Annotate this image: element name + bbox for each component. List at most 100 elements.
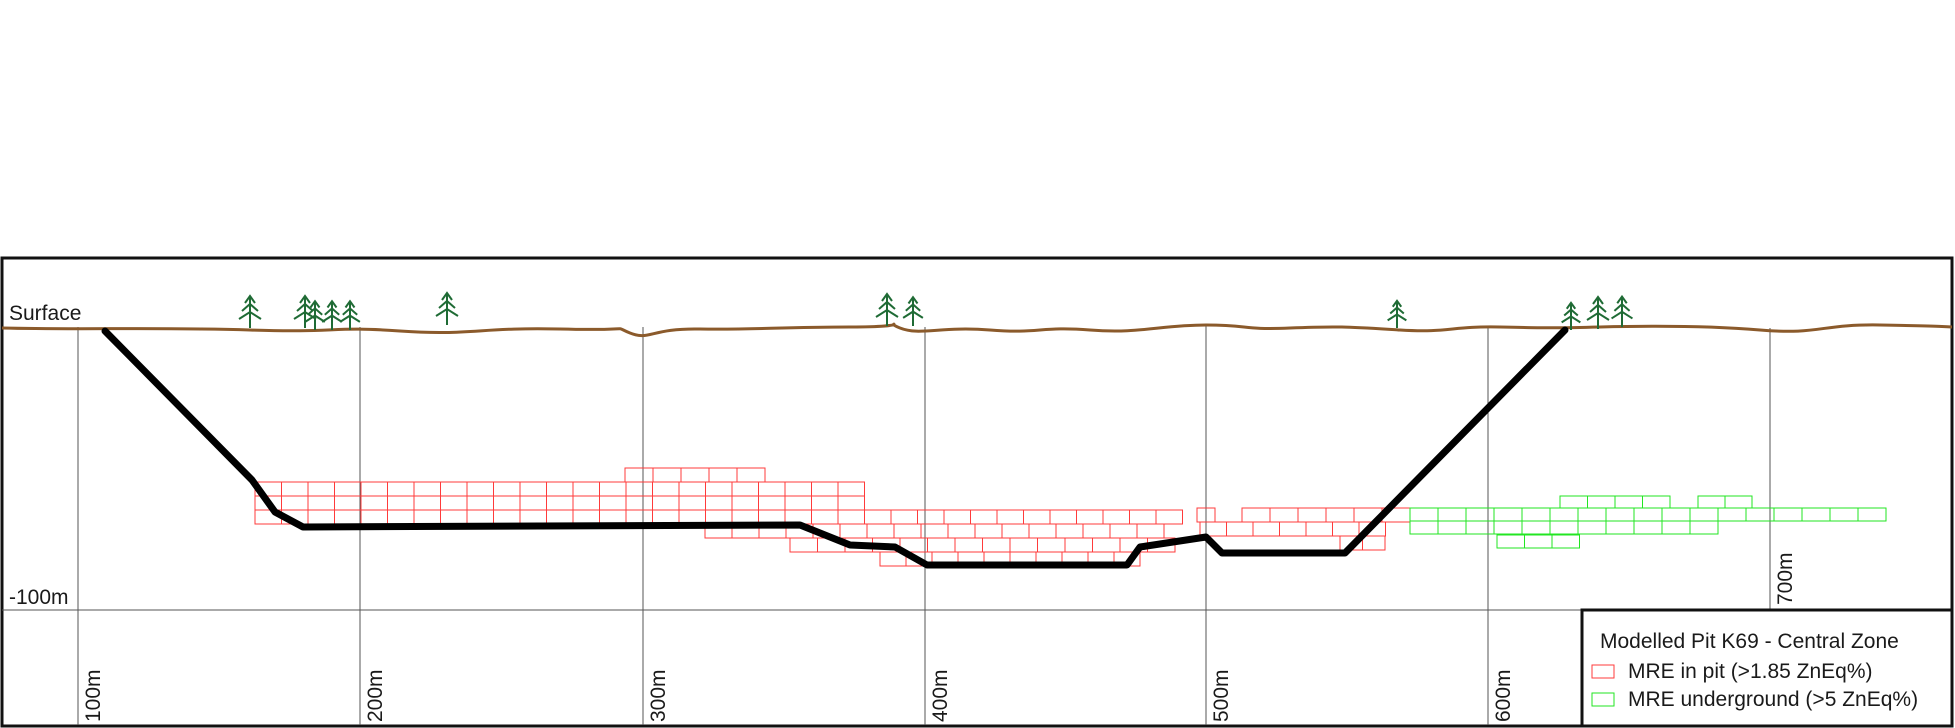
- mre-block: [625, 509, 653, 525]
- mre-block: [784, 495, 812, 511]
- tree-icon: [435, 291, 459, 325]
- tree-icon: [1611, 294, 1633, 327]
- mre-block: [599, 509, 627, 525]
- mre-block: [387, 509, 415, 525]
- mre-block: [334, 481, 362, 497]
- mre-block: [1028, 523, 1057, 539]
- mre-block: [917, 509, 945, 525]
- distance-label-600m: 600m: [1492, 669, 1515, 722]
- mre-block: [1689, 507, 1719, 522]
- mre-block: [1605, 507, 1635, 522]
- mre-block: [784, 481, 812, 497]
- mre-block: [1549, 520, 1579, 535]
- mre-block: [625, 495, 653, 511]
- mre-block: [758, 495, 786, 511]
- mre-block: [1076, 509, 1104, 525]
- mre-block: [652, 509, 680, 525]
- mre-block: [466, 481, 494, 497]
- mre-block: [1437, 520, 1467, 535]
- mre-block: [1724, 495, 1753, 509]
- mre-block: [1661, 520, 1691, 535]
- mre-block: [708, 467, 738, 483]
- mre-block: [1409, 507, 1439, 522]
- mre-block: [893, 523, 922, 539]
- tree-icon: [293, 294, 317, 328]
- depth-label: -100m: [9, 586, 69, 609]
- mre-block: [866, 523, 895, 539]
- mre-block: [1136, 523, 1165, 539]
- mre-block: [736, 467, 766, 483]
- mre-block: [1437, 507, 1467, 522]
- mre-block: [1521, 507, 1551, 522]
- mre-block: [1082, 523, 1111, 539]
- surface-line: [1, 322, 1953, 338]
- distance-label-500m: 500m: [1210, 669, 1233, 722]
- mre-block: [307, 509, 335, 525]
- mre-block: [625, 481, 653, 497]
- legend-swatch-underground: [1591, 692, 1615, 707]
- distance-label-300m: 300m: [647, 669, 670, 722]
- mre-block: [1801, 507, 1831, 522]
- tree-icon: [339, 299, 361, 330]
- mre-block: [572, 481, 600, 497]
- mre-block: [1697, 495, 1726, 509]
- mre-block: [1092, 537, 1121, 553]
- mre-block: [1773, 507, 1803, 522]
- mre-block: [1109, 523, 1138, 539]
- mre-block: [466, 509, 494, 525]
- pit-outline: [101, 326, 1569, 569]
- mre-block: [1633, 520, 1663, 535]
- legend-title: Modelled Pit K69 - Central Zone: [1600, 630, 1899, 653]
- mre-block: [996, 509, 1024, 525]
- mre-block: [758, 481, 786, 497]
- mre-block: [1857, 507, 1887, 522]
- mre-block: [837, 495, 865, 511]
- section-frame: [0, 256, 1954, 728]
- mre-block: [1642, 495, 1671, 509]
- mre-block: [307, 495, 335, 511]
- mre-block: [811, 481, 839, 497]
- mre-block: [387, 495, 415, 511]
- mre-block: [1521, 520, 1551, 535]
- mre-block: [1279, 521, 1307, 537]
- mre-block: [1332, 521, 1360, 537]
- tree-icon: [1586, 295, 1610, 329]
- trees: [238, 291, 1633, 330]
- mre-block: [1305, 521, 1333, 537]
- mre-block: [307, 481, 335, 497]
- mre-block: [1614, 495, 1643, 509]
- mre-block: [947, 523, 976, 539]
- mre-block: [413, 495, 441, 511]
- mre-block: [1325, 507, 1355, 523]
- tree-icon: [902, 295, 924, 326]
- mre-block: [705, 481, 733, 497]
- mre-block: [360, 495, 388, 511]
- mre-block: [652, 467, 682, 483]
- distance-label-700m: 700m: [1774, 552, 1797, 605]
- mre-block: [1661, 507, 1691, 522]
- mre-block: [1049, 509, 1077, 525]
- distance-label-400m: 400m: [929, 669, 952, 722]
- mre-block: [387, 481, 415, 497]
- mre-block: [440, 495, 468, 511]
- tree-icon: [304, 299, 326, 330]
- surface-label: Surface: [9, 302, 81, 325]
- mre-block: [493, 509, 521, 525]
- mre-block: [1241, 507, 1271, 523]
- mre-block: [678, 481, 706, 497]
- mre-block: [1055, 523, 1084, 539]
- mre-block: [1549, 507, 1579, 522]
- mre-block: [281, 481, 309, 497]
- mre-block: [440, 509, 468, 525]
- mre-block: [1577, 520, 1607, 535]
- mre-block: [1551, 534, 1580, 549]
- mre-block: [1689, 520, 1719, 535]
- mre-block: [1633, 507, 1663, 522]
- mre-block: [334, 509, 362, 525]
- mre-block: [839, 523, 868, 539]
- mre-block: [624, 467, 654, 483]
- legend: Modelled Pit K69 - Central Zone MRE in p…: [1580, 608, 1954, 728]
- mre-block: [680, 467, 710, 483]
- tree-icon: [238, 294, 262, 328]
